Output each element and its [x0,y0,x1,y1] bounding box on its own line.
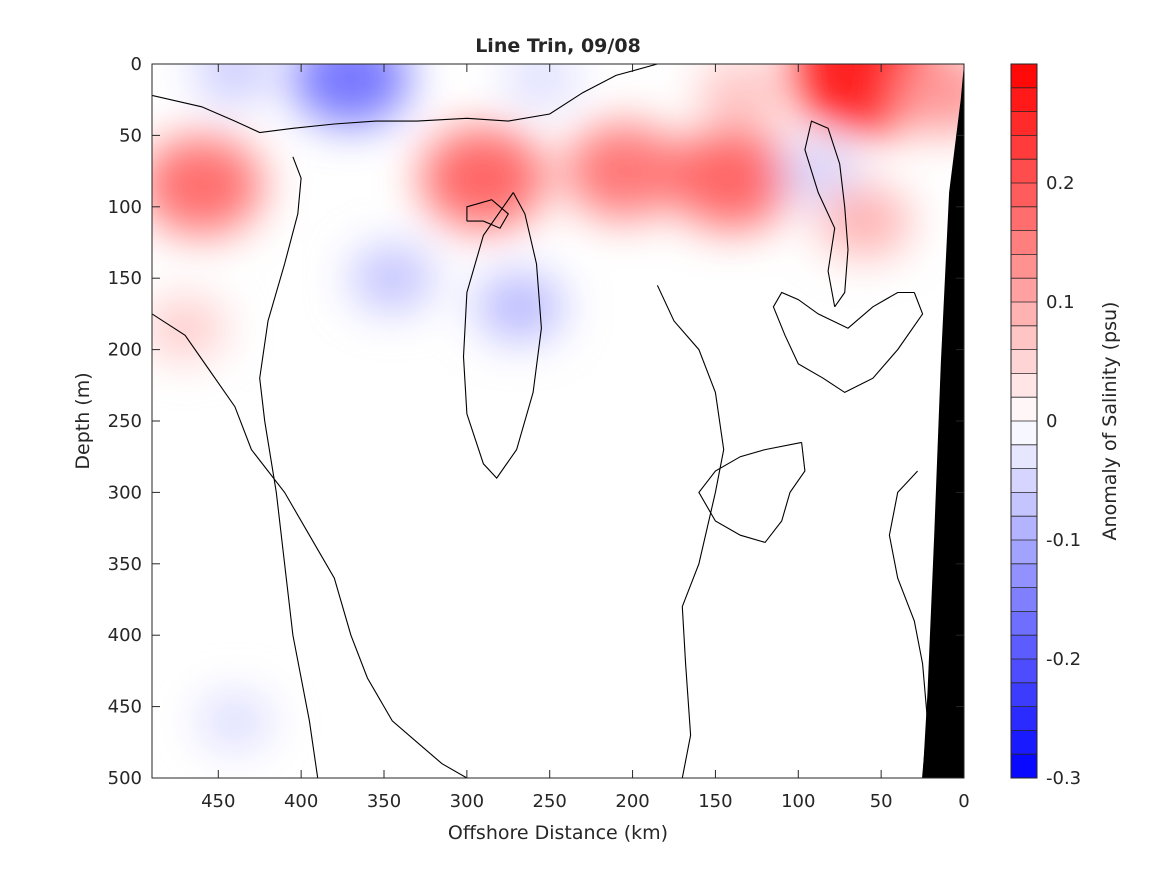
colorbar-tick-label-0: -0.3 [1046,768,1081,789]
colorbar-cell-16 [1011,373,1037,398]
x-axis-label: Offshore Distance (km) [448,822,668,844]
anomaly-feature-10 [475,271,565,342]
colorbar-cell-5 [1011,635,1037,659]
colorbar-cell-10 [1011,516,1037,540]
x-tick-label-150: 150 [698,791,732,812]
y-axis-label: Depth (m) [72,372,94,469]
colorbar-cell-26 [1011,135,1037,160]
colorbar-cell-6 [1011,611,1037,636]
colorbar-cell-25 [1011,159,1037,183]
y-tick-label-100: 100 [108,197,142,218]
bathymetry-mask [922,64,964,778]
colorbar-cell-13 [1011,444,1037,469]
colorbar-cell-7 [1011,587,1037,612]
colorbar-cell-23 [1011,206,1037,231]
y-tick-label-400: 400 [108,625,142,646]
colorbar-tick-label-5: 0.2 [1046,173,1075,194]
anomaly-feature-14 [818,184,911,258]
x-tick-label-50: 50 [870,791,893,812]
anomaly-feature-4 [895,64,964,134]
colorbar-cell-20 [1011,278,1037,302]
y-tick-label-150: 150 [108,268,142,289]
y-tick-label-450: 450 [108,697,142,718]
colorbar-cell-2 [1011,706,1037,731]
colorbar-cell-8 [1011,563,1037,588]
anomaly-feature-7 [152,296,226,360]
colorbar-tick-label-3: 0 [1046,411,1057,432]
anomaly-feature-11 [565,123,684,219]
chart-title: Line Trin, 09/08 [475,35,641,57]
colorbar-cell-15 [1011,397,1037,421]
y-axis-ticks: 0 50 100 150 200 250 300 350 400 450 500 [108,54,964,789]
colorbar-label: Anomaly of Salinity (psu) [1099,302,1121,541]
colorbar-tick-label-4: 0.1 [1046,292,1075,313]
y-tick-label-50: 50 [119,125,142,146]
colorbar-cell-28 [1011,87,1037,112]
colorbar-cell-21 [1011,254,1037,279]
x-tick-label-0: 0 [958,791,969,812]
colorbar-cell-1 [1011,730,1037,755]
zero-contour-0 [152,64,658,134]
colorbar-cell-24 [1011,183,1037,207]
x-tick-label-200: 200 [615,791,649,812]
x-tick-label-400: 400 [284,791,318,812]
colorbar-cell-4 [1011,659,1037,683]
anomaly-feature-8 [349,245,435,312]
anomaly-feature-5 [697,64,783,126]
y-tick-label-250: 250 [108,411,142,432]
colorbar-cell-9 [1011,540,1037,564]
zero-contours [152,64,929,778]
anomaly-feature-6 [152,136,263,235]
colorbar-cell-14 [1011,421,1037,445]
anomaly-feature-2 [504,64,579,107]
x-tick-label-100: 100 [781,791,815,812]
x-axis-ticks: 450 400 350 300 250 200 150 100 50 0 [201,64,970,812]
colorbar-tick-label-1: -0.2 [1046,649,1081,670]
colorbar-ticks: -0.3 -0.2 -0.1 0 0.1 0.2 [1046,173,1081,789]
y-tick-label-0: 0 [131,54,142,75]
zero-contour-5 [804,120,849,308]
zero-contour-9 [888,470,929,778]
seafloor-shape [922,64,964,778]
plot-area [151,63,965,779]
colorbar-cell-18 [1011,325,1037,350]
zero-contour-7 [772,291,924,394]
x-tick-label-250: 250 [533,791,567,812]
colorbar-cell-27 [1011,111,1037,136]
zero-contour-6 [656,285,725,778]
zero-contour-4 [462,192,542,479]
zero-contour-3 [466,199,510,229]
x-tick-label-350: 350 [367,791,401,812]
colorbar-separators [1011,87,1037,755]
y-tick-label-500: 500 [108,768,142,789]
anomaly-feature-1 [194,64,276,103]
colorbar: -0.3 -0.2 -0.1 0 0.1 0.2 Anomaly of Salinity … [1010,63,1121,789]
y-tick-label-300: 300 [108,482,142,503]
anomaly-feature-9 [421,127,546,230]
zero-contour-2 [259,156,319,778]
colorbar-cell-19 [1011,302,1037,326]
zero-contour-8 [698,441,806,544]
colorbar-tick-label-2: -0.1 [1046,530,1081,551]
colorbar-cells [1011,64,1037,778]
anomaly-feature-15 [197,692,273,750]
anomaly-feature-0 [292,64,410,126]
colorbar-frame [1010,63,1038,779]
colorbar-cell-0 [1011,754,1037,778]
y-tick-label-350: 350 [108,554,142,575]
colorbar-cell-3 [1011,682,1037,707]
anomaly-feature-12 [669,127,795,230]
colorbar-cell-29 [1011,64,1037,88]
anomaly-field [152,64,964,750]
x-tick-label-450: 450 [201,791,235,812]
zero-contour-1 [152,313,468,778]
colorbar-cell-17 [1011,349,1037,374]
colorbar-cell-22 [1011,230,1037,255]
colorbar-cell-11 [1011,492,1037,517]
x-tick-label-300: 300 [450,791,484,812]
y-tick-label-200: 200 [108,340,142,361]
colorbar-cell-12 [1011,468,1037,493]
